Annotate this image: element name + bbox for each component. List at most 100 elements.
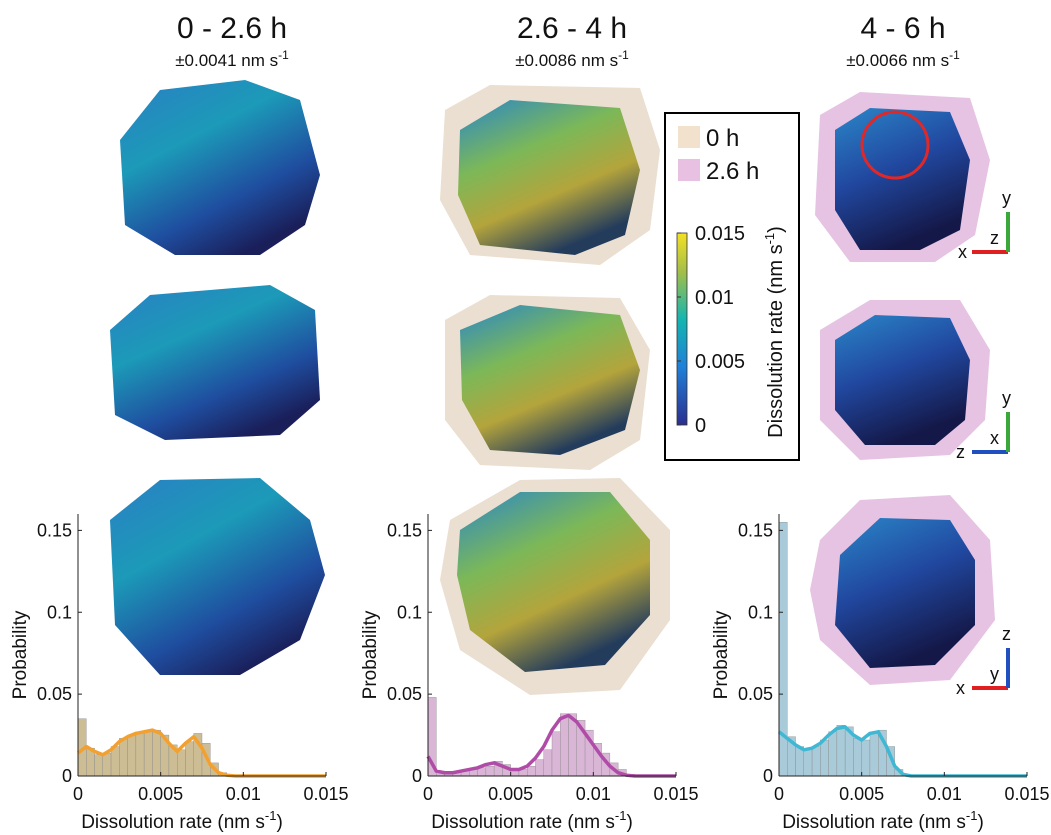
histogram-bar: [128, 735, 136, 776]
colorbar: [677, 233, 687, 425]
chart-title: 2.6 - 4 h: [517, 12, 627, 45]
histogram-bar: [560, 714, 568, 776]
particles: [110, 80, 995, 695]
x-tick-label: 0.01: [927, 784, 962, 804]
subtitle-sup: -1: [949, 48, 960, 62]
colorbar-label: Dissolution rate (nm s-1): [762, 226, 787, 438]
y-axis-label: Probability: [10, 610, 31, 699]
subtitle-sup: -1: [618, 48, 629, 62]
histogram-bar: [185, 742, 193, 776]
x-tick-label: 0: [774, 784, 784, 804]
chart-subtitle: ±0.0086 nm s-1: [515, 48, 629, 70]
histogram-bar: [535, 760, 543, 776]
label-sup: -1: [265, 808, 277, 823]
particle: [835, 108, 970, 250]
x-tick-label: 0.005: [839, 784, 884, 804]
x-tick-label: 0.015: [653, 784, 698, 804]
legend-label: 2.6 h: [706, 158, 759, 185]
particle: [120, 80, 320, 255]
y-tick-label: 0: [763, 766, 773, 786]
legend-label: 0 h: [706, 125, 739, 152]
x-axis-label: Dissolution rate (nm s-1): [782, 808, 984, 833]
subtitle-text: ±0.0066 nm s: [846, 51, 949, 70]
x-tick-label: 0.01: [226, 784, 261, 804]
label-text: Dissolution rate (nm s: [81, 812, 265, 833]
x-axis-label: Dissolution rate (nm s-1): [81, 808, 283, 833]
triad-label: y: [1002, 388, 1011, 408]
x-tick-label: 0.01: [576, 784, 611, 804]
legend-box: 0 h 2.6 h Dissolution rate (nm s-1) 0 0.0…: [665, 113, 799, 460]
triad-label: x: [990, 428, 999, 448]
histogram-bar: [119, 738, 127, 776]
particle: [835, 518, 975, 668]
particle: [110, 478, 325, 675]
particle: [458, 100, 640, 255]
histogram-bar: [152, 730, 160, 776]
label-sup: -1: [762, 233, 777, 245]
label-text: Dissolution rate (nm s: [782, 812, 966, 833]
y-tick-label: 0.05: [738, 684, 773, 704]
histogram-bar: [103, 753, 111, 776]
histogram-bar: [820, 740, 828, 776]
label-end: ): [626, 812, 632, 833]
y-tick-label: 0.05: [37, 684, 72, 704]
triad-label: y: [1002, 188, 1011, 208]
histogram-bar: [862, 740, 870, 776]
x-axis-label: Dissolution rate (nm s-1): [431, 808, 633, 833]
histogram-bar: [177, 750, 185, 776]
label-text: Dissolution rate (nm s: [431, 812, 615, 833]
chart-subtitle: ±0.0041 nm s-1: [175, 48, 289, 70]
label-end: ): [977, 812, 983, 833]
subtitle-sup: -1: [278, 48, 289, 62]
histogram-bar: [837, 725, 845, 776]
histogram-bar: [870, 732, 878, 776]
x-tick-label: 0: [423, 784, 433, 804]
y-tick-label: 0.1: [748, 602, 773, 622]
label-end: ): [765, 226, 787, 233]
x-tick-label: 0.005: [488, 784, 533, 804]
x-tick-label: 0.005: [138, 784, 183, 804]
triad-label: z: [1002, 624, 1011, 644]
page: {"chart_data": [ {"type": "histogram", "…: [0, 0, 1051, 835]
x-tick-label: 0: [73, 784, 83, 804]
y-axis-label: Probability: [360, 610, 381, 699]
figure: 0 - 2.6 h±0.0041 nm s-100.050.10.1500.00…: [0, 0, 1051, 835]
triad-label: x: [958, 242, 967, 262]
y-tick-label: 0.1: [47, 602, 72, 622]
chart-title: 4 - 6 h: [860, 12, 945, 45]
triad-label: z: [956, 442, 965, 462]
histogram-bar: [812, 747, 820, 776]
y-tick-label: 0.15: [387, 520, 422, 540]
subtitle-text: ±0.0086 nm s: [515, 51, 618, 70]
triad-label: z: [990, 228, 999, 248]
colorbar-tick-label: 0: [695, 415, 706, 437]
colorbar-tick-label: 0.005: [695, 351, 745, 373]
label-end: ): [276, 812, 282, 833]
particle: [835, 315, 970, 445]
histogram-bar: [95, 755, 103, 776]
histogram-bar: [552, 732, 560, 776]
colorbar-tick-label: 0.01: [695, 287, 734, 309]
histogram-bar: [544, 750, 552, 776]
label-sup: -1: [615, 808, 627, 823]
x-tick-label: 0.015: [1004, 784, 1049, 804]
legend-swatch: [678, 159, 700, 181]
y-tick-label: 0.1: [397, 602, 422, 622]
label-sup: -1: [966, 808, 978, 823]
histogram-bar: [829, 732, 837, 776]
triad-label: x: [956, 678, 965, 698]
triad-label: y: [990, 664, 999, 684]
particle: [110, 285, 320, 440]
y-tick-label: 0.15: [37, 520, 72, 540]
label-text: Dissolution rate (nm s: [765, 244, 787, 437]
subtitle-text: ±0.0041 nm s: [175, 51, 278, 70]
y-tick-label: 0: [62, 766, 72, 786]
chart-title: 0 - 2.6 h: [177, 12, 287, 45]
histogram-bar: [527, 766, 535, 776]
particle: [460, 305, 640, 455]
histogram-bar: [144, 730, 152, 776]
histogram-bar: [804, 750, 812, 776]
chart-subtitle: ±0.0066 nm s-1: [846, 48, 960, 70]
legend-swatch: [678, 126, 700, 148]
histogram-bar: [853, 738, 861, 776]
